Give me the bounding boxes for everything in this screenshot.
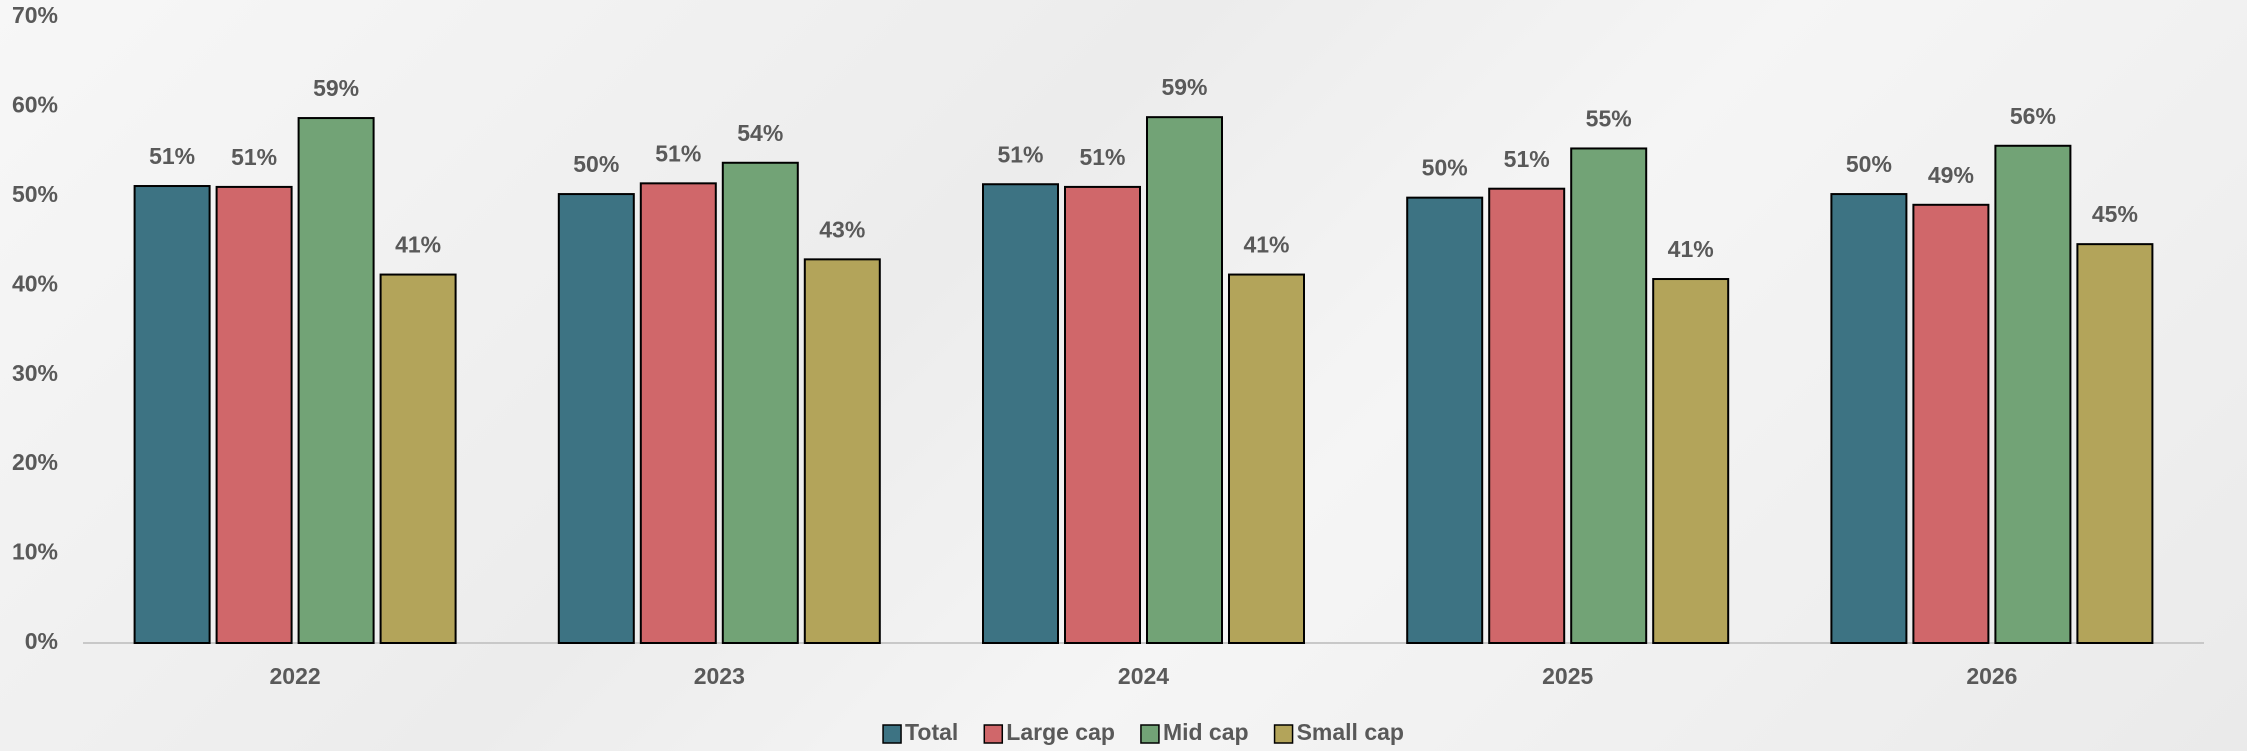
value-label: 50% <box>1846 151 1892 177</box>
value-label: 51% <box>1079 144 1125 170</box>
bar <box>982 183 1059 645</box>
value-label: 41% <box>1243 232 1289 258</box>
bar <box>2076 243 2154 645</box>
value-label: 45% <box>2092 201 2138 227</box>
y-tick-label: 10% <box>12 539 58 565</box>
value-label: 41% <box>395 232 441 258</box>
y-tick-label: 30% <box>12 360 58 386</box>
value-label: 54% <box>737 120 783 146</box>
bar <box>133 185 211 645</box>
value-label: 59% <box>313 75 359 101</box>
x-tick-label: 2025 <box>1542 663 1593 689</box>
bar <box>1830 193 1908 644</box>
bar <box>721 161 799 644</box>
value-label: 56% <box>2010 103 2056 129</box>
bar <box>1488 187 1566 644</box>
value-label: 51% <box>997 141 1043 167</box>
legend-swatch <box>882 724 902 744</box>
bar <box>1570 147 1648 645</box>
y-tick-label: 50% <box>12 181 58 207</box>
y-tick-label: 70% <box>12 2 58 28</box>
legend-label[interactable]: Large cap <box>1006 719 1115 745</box>
bar <box>1652 278 1730 644</box>
x-tick-label: 2023 <box>694 663 745 689</box>
value-label: 51% <box>655 140 701 166</box>
y-tick-label: 40% <box>12 270 58 296</box>
legend-label[interactable]: Mid cap <box>1163 719 1249 745</box>
bar <box>379 273 457 644</box>
y-tick-label: 60% <box>12 92 58 118</box>
legend-label[interactable]: Small cap <box>1297 719 1404 745</box>
bar <box>1228 273 1305 644</box>
value-label: 41% <box>1668 236 1714 262</box>
value-label: 43% <box>819 216 865 242</box>
bar <box>1994 144 2072 645</box>
legend-label[interactable]: Total <box>905 719 958 745</box>
value-label: 49% <box>1928 162 1974 188</box>
x-tick-label: 2022 <box>270 663 321 689</box>
value-label: 50% <box>573 151 619 177</box>
value-label: 50% <box>1422 155 1468 181</box>
value-label: 51% <box>149 143 195 169</box>
legend-swatch <box>1273 724 1294 744</box>
value-label: 51% <box>1504 146 1550 172</box>
bar <box>1064 185 1141 645</box>
y-tick-label: 20% <box>12 449 58 475</box>
bar <box>1146 116 1223 645</box>
bar <box>1406 196 1484 644</box>
legend-swatch <box>1140 724 1160 744</box>
bar <box>803 258 881 644</box>
x-tick-label: 2026 <box>1966 663 2017 689</box>
x-tick-label: 2024 <box>1118 663 1169 689</box>
legend-swatch <box>983 724 1004 744</box>
y-tick-label: 0% <box>25 628 58 654</box>
bar <box>1912 203 1990 645</box>
value-label: 59% <box>1161 74 1207 100</box>
bar <box>639 182 717 645</box>
value-label: 55% <box>1586 106 1632 132</box>
value-label: 51% <box>231 144 277 170</box>
bar <box>297 117 375 645</box>
bar <box>557 193 635 644</box>
bar <box>215 185 293 645</box>
